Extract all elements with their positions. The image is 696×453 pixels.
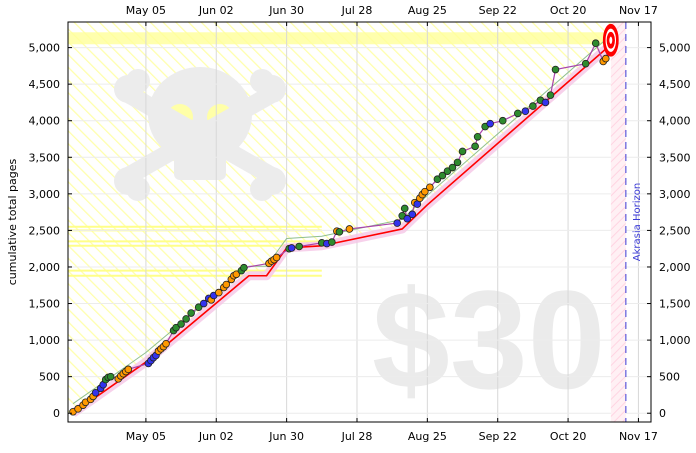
y-tick-label: 2,000 [659,261,691,274]
y-tick-label: 1,500 [29,298,61,311]
data-point [177,320,185,328]
y-tick-label: 4,000 [29,115,61,128]
data-point [172,323,180,332]
y-axis-right: 0 500 1,000 1,500 2,000 2,500 3,000 3,500 4,000 4… [647,42,691,420]
y-tick-label: 3,500 [29,151,61,164]
data-point [345,225,354,233]
y-tick-label: 1,000 [659,334,691,347]
data-point [295,242,303,251]
y-axis-label: cumulative total pages [6,158,19,285]
y-tick-label: 2,500 [659,224,691,237]
goal-band [68,32,616,45]
y-tick-label: 3,500 [659,151,691,164]
data-point [471,142,479,151]
pledge-watermark: $30 [372,261,606,418]
x-tick-label: May 05 [126,430,166,443]
data-point [408,210,417,219]
data-point [124,365,133,374]
data-point [529,102,537,110]
y-tick-label: 2,500 [29,224,61,237]
y-axis-left: 0 500 1,000 1,500 2,000 2,500 3,000 3,500 4,000 4… [29,42,72,420]
y-tick-label: 4,500 [659,78,691,91]
x-tick-label: Oct 20 [550,430,587,443]
data-point [601,54,610,63]
x-tick-label: Oct 20 [550,4,587,17]
data-point [421,187,429,196]
data-point [328,238,336,246]
x-tick-label: Jun 30 [268,4,304,17]
data-point [453,158,462,167]
x-tick-label: Jun 02 [198,4,234,17]
x-tick-label: Jul 28 [341,4,373,17]
x-tick-label: Nov 17 [619,430,658,443]
y-tick-label: 3,000 [659,188,691,201]
y-tick-label: 2,000 [29,261,61,274]
x-tick-label: Jun 02 [198,430,234,443]
x-tick-label: Sep 22 [479,430,517,443]
data-point [514,109,522,118]
data-point [521,107,530,116]
data-point [498,116,507,125]
y-tick-label: 5,000 [659,42,691,55]
data-point [187,309,195,317]
data-point [393,219,401,227]
y-tick-label: 0 [659,407,666,420]
data-point [551,65,560,74]
data-points [69,39,610,416]
goal-bullseye-icon [602,23,619,57]
data-point [272,253,281,262]
x-tick-label: May 05 [126,4,166,17]
data-point [335,228,344,236]
x-axis-top: May 05 Jun 02 Jun 30 Jul 28 Aug 25 Sep 22 Oct … [126,4,658,26]
data-point [287,244,296,252]
y-tick-label: 500 [39,371,60,384]
data-point [182,315,190,323]
bullseye-ring [608,35,614,45]
y-tick-label: 4,500 [29,78,61,91]
akrasia-horizon-band [610,22,626,422]
data-point [443,167,452,175]
data-point [106,372,115,381]
data-point [591,39,600,48]
data-point [91,388,100,397]
akrasia-horizon-label: Akrasia Horizon [632,183,643,261]
data-point [240,263,248,272]
x-axis-bottom: May 05 Jun 02 Jun 30 Jul 28 Aug 25 Sep 22 Oct … [126,418,658,443]
y-tick-label: 5,000 [29,42,61,55]
data-point [162,339,170,348]
data-point [232,270,241,279]
data-point [581,59,590,68]
data-point [438,171,447,180]
data-point [541,98,550,107]
y-tick-label: 4,000 [659,115,691,128]
x-tick-label: Jul 28 [341,430,373,443]
data-point [473,133,482,141]
y-tick-label: 500 [659,371,680,384]
x-tick-label: Aug 25 [408,4,447,17]
data-point [486,119,494,128]
plot-frame [67,21,652,423]
data-point [194,303,203,311]
data-point [400,204,409,213]
data-point [448,163,457,172]
y-tick-label: 1,500 [659,298,691,311]
y-tick-label: 3,000 [29,188,61,201]
y-tick-label: 0 [53,407,60,420]
y-tick-label: 1,000 [29,334,61,347]
x-tick-label: Sep 22 [479,4,517,17]
x-tick-label: Jun 30 [268,430,304,443]
data-point [214,288,223,297]
data-point [546,91,555,99]
data-point [222,280,231,289]
data-point [199,299,208,308]
data-point [403,214,412,223]
data-point [458,147,467,156]
data-point [426,183,434,192]
x-tick-label: Aug 25 [408,430,447,443]
data-point [74,405,82,413]
x-tick-label: Nov 17 [619,4,658,17]
data-point [433,175,442,184]
